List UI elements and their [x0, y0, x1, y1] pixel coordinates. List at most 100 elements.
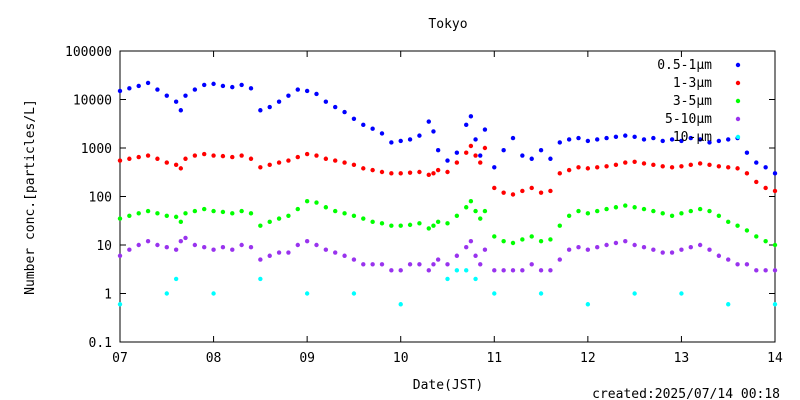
data-point — [707, 208, 712, 214]
data-point — [623, 238, 628, 244]
data-point — [426, 268, 431, 273]
created-timestamp: created:2025/07/14 00:18 — [592, 387, 780, 400]
data-point — [342, 211, 347, 216]
data-point — [557, 223, 562, 228]
data-point — [501, 148, 506, 153]
data-point — [464, 150, 469, 155]
data-point — [538, 268, 544, 273]
data-point — [145, 80, 151, 86]
data-point — [566, 137, 572, 142]
data-point — [772, 268, 778, 273]
x-tick-label: 12 — [580, 351, 596, 366]
data-point — [772, 242, 778, 248]
data-point — [370, 167, 375, 173]
data-point — [669, 137, 675, 142]
data-point — [772, 302, 778, 307]
data-point — [632, 134, 637, 140]
series-5 — [117, 268, 778, 307]
data-point — [183, 93, 188, 98]
data-point — [426, 119, 431, 124]
x-tick-label: 09 — [299, 351, 315, 366]
data-point — [155, 211, 160, 216]
data-point — [604, 135, 609, 141]
data-point — [155, 87, 160, 92]
y-tick-label: 1 — [104, 288, 112, 303]
data-point — [211, 208, 216, 214]
data-point — [763, 238, 768, 244]
data-point — [679, 164, 684, 169]
data-point — [342, 253, 347, 258]
data-point — [754, 234, 759, 239]
x-axis-ticks: 07 08 09 10 11 12 13 14 — [112, 51, 783, 366]
data-point — [361, 216, 366, 221]
data-point — [557, 140, 562, 145]
data-point — [473, 276, 478, 282]
data-point — [454, 253, 460, 258]
data-point — [548, 268, 553, 273]
data-point — [435, 148, 441, 153]
x-tick-label: 08 — [206, 351, 222, 366]
data-point — [482, 208, 488, 214]
data-point — [464, 122, 469, 128]
data-point — [258, 276, 263, 282]
data-point — [389, 223, 394, 228]
data-point — [178, 166, 184, 171]
data-point — [604, 206, 609, 212]
data-point — [538, 190, 544, 195]
data-point — [585, 166, 591, 171]
data-point — [155, 242, 160, 248]
data-point — [660, 164, 665, 169]
data-point — [510, 135, 516, 141]
data-point — [510, 268, 516, 273]
data-point — [323, 156, 329, 161]
data-point — [431, 171, 436, 176]
data-point — [632, 291, 637, 296]
data-point — [726, 165, 731, 170]
data-point — [697, 206, 703, 212]
data-point — [239, 208, 244, 214]
data-point — [435, 257, 441, 262]
data-point — [697, 161, 703, 166]
data-point — [492, 165, 497, 170]
data-point — [726, 219, 731, 225]
data-point — [426, 172, 431, 178]
data-point — [763, 165, 768, 170]
data-point — [304, 238, 310, 244]
data-point — [623, 160, 628, 165]
data-point — [183, 211, 188, 216]
data-point — [136, 83, 141, 89]
data-point — [295, 206, 300, 212]
data-point — [173, 162, 179, 168]
data-point — [482, 247, 488, 252]
data-point — [632, 242, 637, 248]
data-point — [211, 81, 216, 87]
data-point — [763, 185, 768, 191]
data-point — [295, 87, 300, 92]
data-point — [707, 140, 712, 145]
data-point — [127, 156, 132, 161]
data-point — [538, 238, 544, 244]
data-point — [510, 192, 516, 197]
legend-label: 0.5-1μm — [657, 58, 712, 73]
data-point — [136, 242, 141, 248]
data-point — [407, 137, 413, 142]
data-point — [314, 153, 319, 158]
data-point — [585, 211, 591, 216]
data-point — [445, 221, 450, 226]
data-point — [276, 216, 282, 221]
data-point — [669, 250, 675, 255]
data-point — [707, 247, 712, 252]
data-point — [716, 213, 722, 219]
data-point — [239, 153, 244, 158]
data-point — [267, 219, 272, 225]
data-point — [202, 151, 207, 157]
data-point — [342, 160, 347, 165]
data-point — [585, 247, 591, 252]
data-point — [361, 122, 366, 128]
data-point — [117, 302, 123, 307]
data-point — [398, 223, 403, 228]
data-point — [178, 238, 184, 244]
data-point — [239, 82, 244, 88]
data-point — [576, 165, 581, 170]
data-point — [679, 138, 684, 144]
